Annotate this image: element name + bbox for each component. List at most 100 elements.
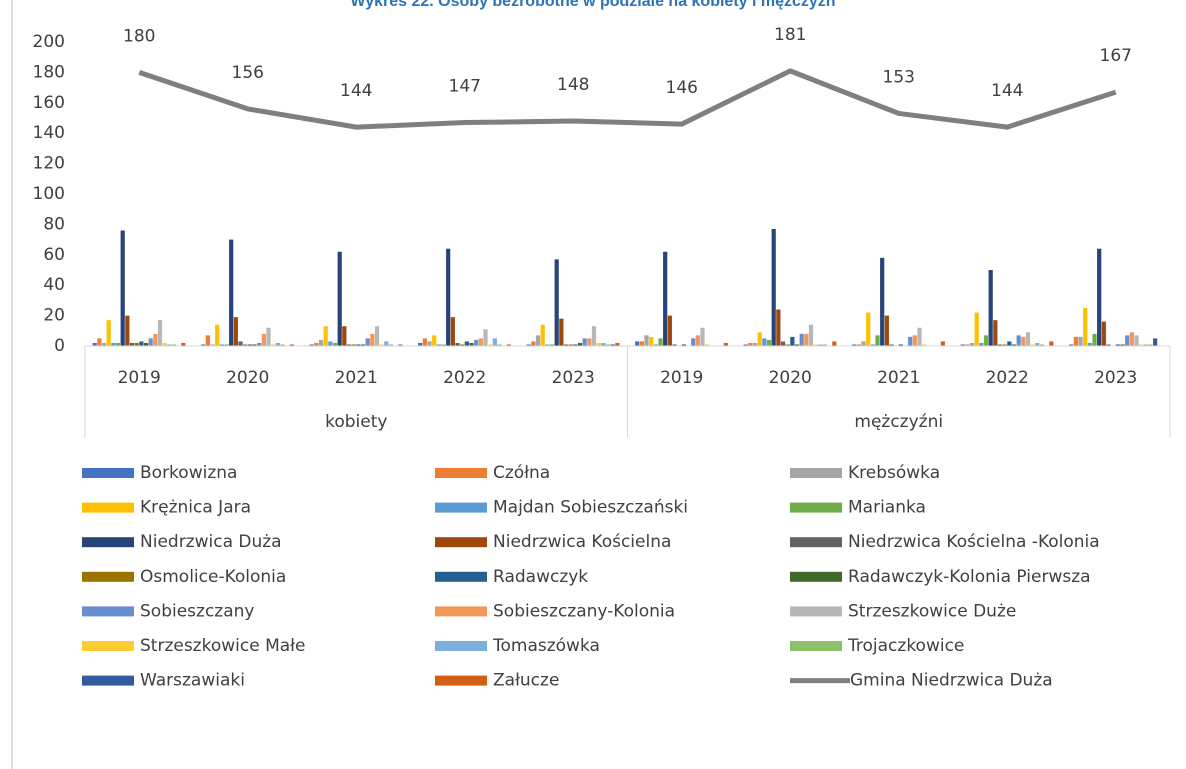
group-label: mężczyźni (854, 412, 943, 432)
bar (455, 342, 460, 346)
bar (143, 342, 149, 346)
bar (705, 344, 710, 346)
legend-swatch (435, 675, 487, 686)
bar (596, 342, 601, 346)
bar (974, 312, 979, 346)
y-tick-label: 80 (43, 214, 65, 234)
y-tick-label: 60 (43, 245, 65, 265)
bar (1129, 332, 1134, 346)
x-tick-label: 2020 (226, 368, 269, 388)
legend-swatch (82, 675, 134, 686)
bar (780, 341, 786, 346)
bar (762, 338, 767, 346)
legend-label: Strzeszkowice Duże (848, 601, 1016, 621)
bar (1021, 336, 1026, 346)
bar (884, 315, 889, 346)
bar (266, 327, 271, 346)
bar (215, 324, 220, 346)
bar (247, 344, 252, 346)
bar (224, 344, 229, 346)
bar (526, 344, 531, 346)
bar (997, 344, 1003, 346)
bar (653, 344, 658, 346)
bar (229, 239, 234, 346)
bar (922, 344, 927, 346)
bar (1120, 344, 1125, 346)
legend-label: Załucze (493, 671, 559, 691)
legend-label: Strzeszkowice Małe (140, 636, 305, 656)
legend-label: Majdan Sobieszczański (493, 498, 688, 518)
bar (252, 344, 257, 346)
bar (988, 270, 993, 346)
bar (379, 344, 384, 346)
bar (540, 324, 545, 346)
bar (171, 344, 177, 346)
legend-label: Trojaczkowice (847, 636, 964, 656)
bar (771, 228, 776, 346)
bar (577, 342, 583, 346)
bar (346, 344, 352, 346)
legend-swatch (435, 468, 487, 478)
legend-swatch (435, 606, 487, 617)
legend-swatch (82, 606, 134, 617)
bar (723, 342, 728, 346)
data-label: 153 (883, 67, 915, 87)
legend-swatch (790, 502, 842, 513)
legend-label: Sobieszczany (140, 601, 254, 621)
bar (1083, 308, 1088, 346)
bar (591, 326, 597, 346)
bar (436, 344, 441, 346)
bar (979, 342, 984, 346)
x-tick-label: 2021 (877, 368, 920, 388)
legend-swatch (790, 468, 842, 478)
legend-swatch (82, 537, 134, 548)
bar (804, 333, 809, 346)
bar (808, 324, 814, 346)
x-tick-label: 2023 (552, 368, 595, 388)
bar (969, 342, 975, 346)
bar (309, 344, 314, 346)
bar (441, 344, 446, 346)
bar (111, 342, 116, 346)
bar (889, 344, 894, 346)
bar (1092, 333, 1097, 346)
bar (289, 344, 294, 346)
data-label: 147 (449, 77, 481, 97)
bar (314, 342, 319, 346)
legend-swatch (435, 571, 487, 582)
bar (374, 326, 380, 346)
y-tick-label: 120 (33, 154, 65, 174)
bar (587, 338, 592, 346)
bar (162, 342, 167, 346)
legend-label: Radawczyk-Kolonia Pierwsza (848, 567, 1091, 587)
bar (663, 251, 668, 346)
bar (794, 344, 800, 346)
bar (483, 329, 488, 346)
bar (856, 344, 861, 346)
bar (1073, 336, 1078, 346)
bar (167, 344, 172, 346)
bar (1030, 344, 1035, 346)
bar (233, 317, 238, 346)
legend-swatch (82, 571, 134, 582)
bar (748, 342, 753, 346)
bar (799, 333, 804, 346)
bar (1139, 344, 1144, 346)
bar (822, 344, 828, 346)
bar (148, 338, 153, 346)
bar (1011, 344, 1017, 346)
y-tick-label: 100 (33, 184, 65, 204)
bar (460, 344, 465, 346)
bar (667, 315, 672, 346)
chart-title: Wykres 22. Osoby bezrobotne w podziale n… (350, 0, 835, 10)
bar (210, 344, 215, 346)
data-label: 180 (123, 26, 155, 46)
bar (545, 344, 550, 346)
bar (610, 344, 615, 346)
bar (917, 327, 922, 346)
bar (398, 344, 403, 346)
bar (1097, 248, 1102, 346)
bar (983, 335, 989, 346)
bar (1106, 344, 1111, 346)
bar (898, 344, 903, 346)
